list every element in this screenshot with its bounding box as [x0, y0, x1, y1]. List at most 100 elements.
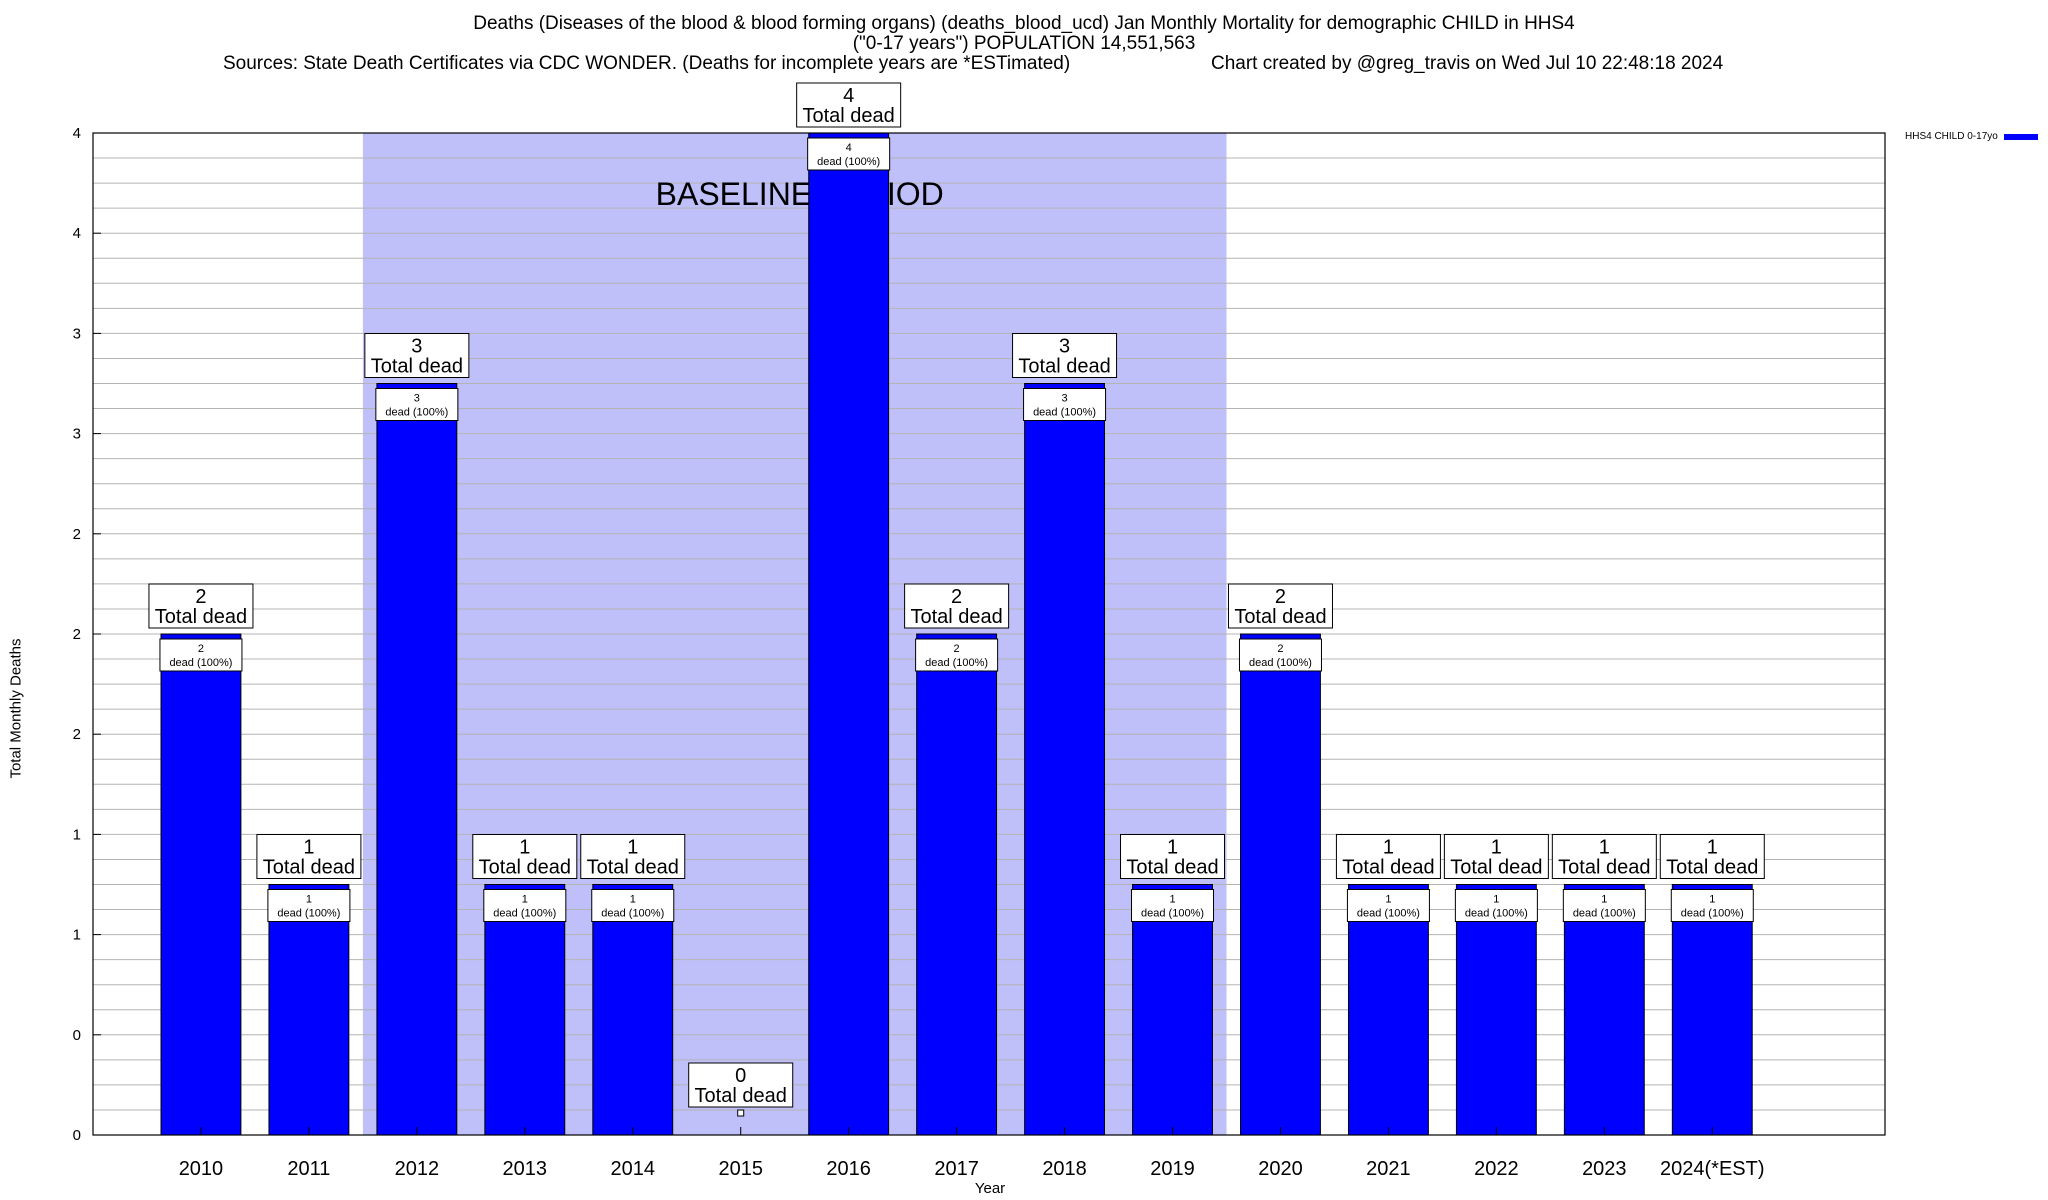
bar-inner-label: dead (100%) — [925, 657, 988, 669]
bar-total-label-box — [904, 583, 1010, 629]
bar-total-value: 1 — [303, 837, 314, 859]
x-tick-label: 2015 — [718, 1158, 763, 1180]
bar-total-value: 4 — [843, 85, 854, 107]
bar-total-value: 1 — [519, 837, 530, 859]
bar-inner-label-box — [1023, 388, 1107, 421]
bar-inner-value: 1 — [1709, 894, 1715, 906]
x-tick-label: 2019 — [1150, 1158, 1195, 1180]
bar-total-label: Total dead — [479, 857, 571, 879]
x-axis-label: Year — [974, 1180, 1006, 1197]
bar-inner-label-box — [915, 638, 999, 672]
bar-total-label-box — [1335, 834, 1441, 879]
bar-inner-value: 1 — [1385, 894, 1391, 906]
x-tick-label: 2016 — [826, 1158, 871, 1180]
bar-inner-value: 3 — [414, 393, 420, 405]
x-tick-label: 2011 — [287, 1158, 330, 1180]
bar-total-label-box — [1659, 834, 1765, 879]
bar-inner-label-box — [1346, 889, 1430, 922]
chart-credit: Chart created by @greg_travis on Wed Jul… — [1211, 53, 1724, 74]
y-tick-label: 0 — [73, 1027, 81, 1044]
bar-total-label: Total dead — [1234, 606, 1326, 628]
bar-inner-value: 1 — [630, 894, 636, 906]
bar-inner-label-box — [1131, 889, 1215, 922]
bar-total-label: Total dead — [1126, 857, 1218, 879]
bar-total-value: 3 — [1059, 336, 1070, 358]
x-tick-label: 2022 — [1474, 1158, 1519, 1180]
bar-inner-label-box — [1238, 638, 1322, 672]
y-tick-label: 3 — [73, 325, 81, 342]
bar-total-value: 1 — [1599, 837, 1610, 859]
x-tick-label: 2020 — [1258, 1158, 1303, 1180]
bar-total-label-box — [472, 834, 578, 879]
bar — [1455, 884, 1537, 1136]
legend-swatch — [2003, 133, 2038, 140]
bar-total-label: Total dead — [371, 356, 463, 378]
bar-inner-label-box — [1454, 889, 1538, 922]
bar-total-label-box — [148, 583, 254, 629]
x-tick-label: 2024(*EST) — [1660, 1158, 1765, 1180]
x-tick-label: 2018 — [1042, 1158, 1087, 1180]
x-tick-label: 2023 — [1582, 1158, 1627, 1180]
chart-title-line-2: ("0-17 years") POPULATION 14,551,563 — [852, 33, 1196, 54]
bar-inner-value: 4 — [846, 142, 852, 154]
bar-inner-value: 2 — [954, 643, 960, 655]
bar-inner-value: 1 — [306, 894, 312, 906]
bar-total-label-box — [1443, 834, 1549, 879]
bar-total-value: 2 — [951, 586, 962, 608]
bar-total-label: Total dead — [1450, 857, 1542, 879]
bar-inner-label-box — [1562, 889, 1646, 922]
bar-total-label: Total dead — [587, 857, 679, 879]
bar-inner-label-box — [159, 638, 243, 672]
y-tick-label: 2 — [73, 626, 81, 643]
bar-total-label-box — [580, 834, 686, 879]
y-tick-label: 4 — [73, 125, 81, 142]
bar — [808, 132, 890, 1136]
bar-inner-value: 1 — [1169, 894, 1175, 906]
bar-inner-label: dead (100%) — [1141, 908, 1204, 920]
y-tick-label: 1 — [73, 826, 81, 843]
bar-inner-label: dead (100%) — [385, 407, 448, 419]
bar-total-label-box — [1012, 333, 1118, 378]
bar-total-label: Total dead — [155, 606, 247, 628]
bar-inner-label: dead (100%) — [169, 657, 232, 669]
bar — [1671, 884, 1753, 1136]
x-tick-label: 2012 — [395, 1158, 440, 1180]
bar-total-value: 1 — [1707, 837, 1718, 859]
bar-inner-value: 2 — [1277, 643, 1283, 655]
y-tick-label: 1 — [73, 927, 81, 944]
bar-total-value: 2 — [195, 586, 206, 608]
bar — [376, 383, 458, 1136]
bar-total-value: 3 — [411, 336, 422, 358]
bar-inner-label: dead (100%) — [1033, 407, 1096, 419]
bar-total-label: Total dead — [1342, 857, 1434, 879]
baseline-period-label: BASELINE PERIOD — [656, 176, 944, 212]
bar — [1132, 884, 1213, 1136]
bar-inner-label: dead (100%) — [1573, 908, 1636, 920]
bar-total-label: Total dead — [1018, 356, 1110, 378]
y-axis-label: Total Monthly Deaths — [7, 638, 25, 779]
y-tick-label: 2 — [73, 526, 81, 543]
y-tick-label: 2 — [73, 726, 81, 743]
bar — [1563, 884, 1645, 1136]
bar-inner-label: dead (100%) — [1681, 908, 1744, 920]
bar-total-value: 0 — [735, 1065, 746, 1087]
bar — [160, 633, 242, 1136]
bar — [916, 633, 998, 1136]
bar-total-label-box — [256, 834, 362, 879]
bar-total-value: 1 — [1383, 837, 1394, 859]
x-tick-label: 2013 — [503, 1158, 548, 1180]
bar-inner-label: dead (100%) — [493, 908, 556, 920]
bar — [1347, 884, 1429, 1136]
bar-total-label: Total dead — [803, 105, 895, 127]
bar — [484, 884, 566, 1136]
bar-inner-label-box — [591, 889, 675, 922]
bar-inner-label-box — [807, 137, 891, 171]
plot-frame — [92, 132, 1886, 1136]
bar — [268, 884, 350, 1136]
bar-total-value: 1 — [1491, 837, 1502, 859]
x-tick-label: 2021 — [1366, 1158, 1411, 1180]
bar-total-label-box — [1227, 583, 1333, 629]
bar-total-label: Total dead — [1666, 857, 1758, 879]
bar-total-value: 2 — [1275, 586, 1286, 608]
